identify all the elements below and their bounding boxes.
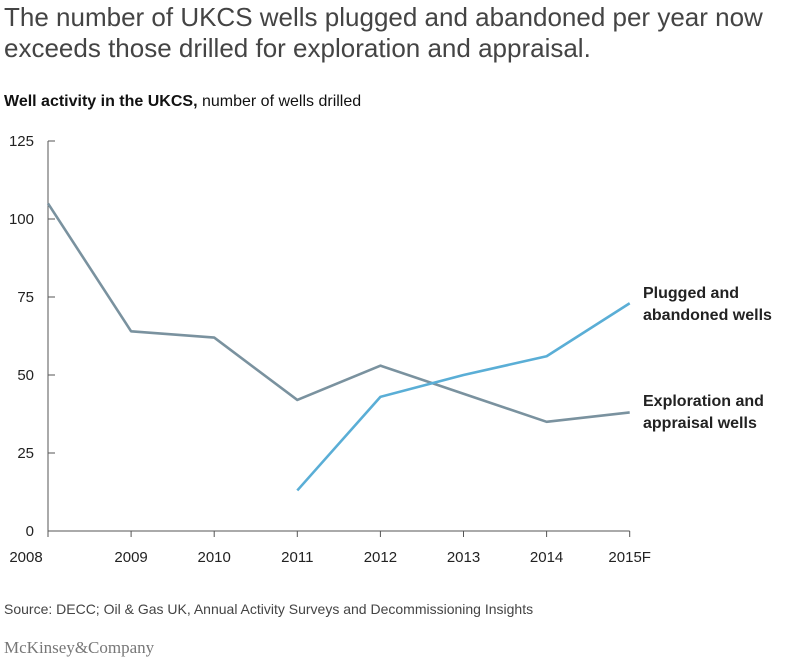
x-tick-label: 2011: [281, 549, 313, 566]
series-label: Exploration and: [643, 393, 764, 410]
chart-subtitle: Well activity in the UKCS, number of wel…: [4, 93, 361, 111]
y-tick-label: 50: [17, 367, 34, 384]
series-labels: Exploration and appraisal wells Plugged an…: [643, 285, 772, 432]
x-tick-label: 2015F: [608, 549, 651, 566]
source-note: Source: DECC; Oil & Gas UK, Annual Activ…: [4, 601, 534, 617]
x-tick-label: 2008: [9, 549, 42, 566]
subtitle-rest: number of wells drilled: [197, 93, 362, 110]
series-lines: [46, 202, 631, 492]
series-line-1: [296, 302, 631, 492]
x-tick-label: 2012: [364, 549, 397, 566]
x-tick-label: 2010: [198, 549, 231, 566]
line-chart: 0 25 50 75 100 125 2008 2009 2010 2011 2012 2013 201…: [9, 133, 772, 566]
x-tick-label: 2013: [447, 549, 480, 566]
series-line-0: [46, 202, 630, 424]
subtitle-bold: Well activity in the UKCS,: [4, 93, 198, 110]
x-tick-label: 2009: [114, 549, 147, 566]
series-label: abandoned wells: [643, 307, 772, 324]
series-label: Plugged and: [643, 285, 739, 302]
x-tick-label: 2014: [530, 549, 563, 566]
y-tick-label: 100: [9, 211, 34, 228]
chart-headline: The number of UKCS wells plugged and aba…: [4, 2, 763, 63]
y-tick-label: 25: [17, 445, 34, 462]
y-tick-label: 125: [9, 133, 34, 150]
company-logo: McKinsey&Company: [4, 638, 155, 657]
y-tick-label: 0: [26, 523, 34, 540]
axes: 0 25 50 75 100 125 2008 2009 2010 2011 2012 2013 201…: [9, 133, 651, 566]
series-label: appraisal wells: [643, 415, 757, 432]
y-tick-label: 75: [17, 289, 34, 306]
